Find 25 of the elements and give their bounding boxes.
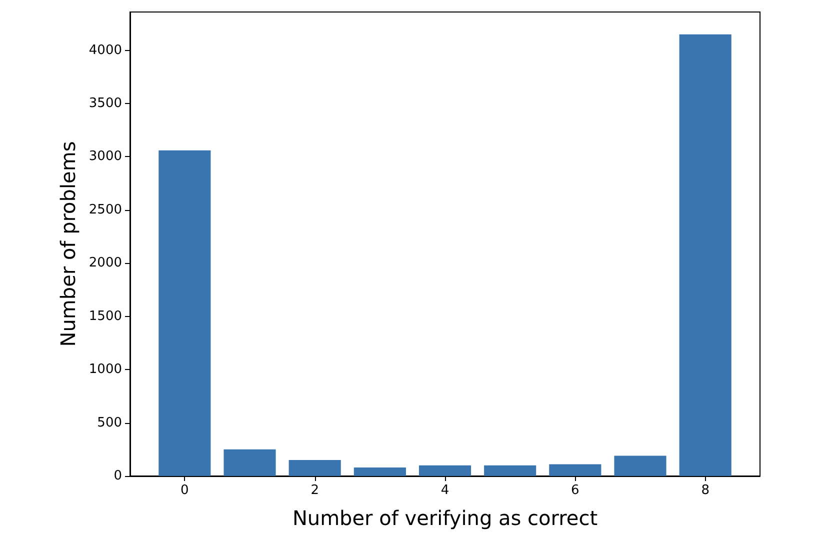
y-tick-label: 3000	[88, 149, 122, 164]
bar	[614, 456, 666, 476]
x-tick-label: 0	[180, 483, 189, 498]
bar	[549, 464, 602, 476]
y-axis-title: Number of problems	[56, 141, 80, 347]
x-axis-title: Number of verifying as correct	[292, 506, 598, 530]
x-tick-label: 6	[571, 483, 580, 498]
bar	[679, 34, 732, 476]
y-tick-label: 2500	[88, 202, 122, 218]
x-tick-label: 4	[440, 483, 450, 498]
bar	[158, 150, 211, 476]
x-tick-label: 8	[701, 483, 710, 498]
y-tick-label: 0	[114, 468, 122, 484]
bar	[354, 467, 406, 476]
bar	[288, 460, 341, 476]
y-tick-label: 4000	[88, 42, 122, 58]
y-tick-label: 1000	[88, 362, 122, 378]
y-tick-label: 3500	[88, 96, 122, 112]
bar	[484, 465, 536, 476]
y-tick-label: 1500	[88, 308, 122, 324]
x-tick-label: 2	[310, 483, 319, 498]
y-tick-label: 2000	[88, 256, 122, 271]
bar	[224, 449, 276, 476]
y-tick-label: 500	[97, 415, 122, 430]
bar	[418, 465, 472, 476]
